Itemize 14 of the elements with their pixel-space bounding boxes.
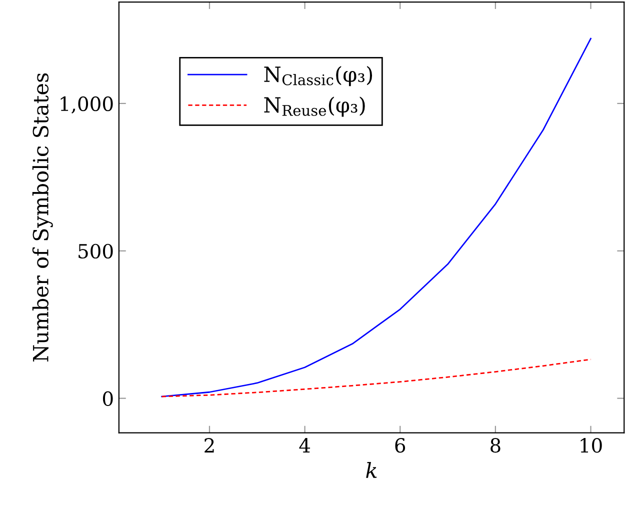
legend-label: N$_{Classic}$(φ₃)	[264, 66, 372, 86]
y-tick-label: 1,000	[60, 96, 113, 114]
line-series	[161, 358, 592, 398]
x-tick-label: 4	[299, 438, 310, 452]
y-tick-label: 0	[102, 391, 113, 406]
line-series	[161, 38, 592, 398]
x-tick-label: 2	[204, 438, 214, 452]
y-tick-label: 500	[78, 244, 113, 259]
x-axis-title: k	[366, 462, 377, 478]
x-tick-label: 6	[395, 438, 406, 453]
legend-label: N$_{Reuse}$(φ₃)	[264, 96, 365, 117]
x-tick-label: 10	[580, 438, 602, 453]
x-tick-label: 8	[490, 438, 500, 453]
y-axis-title: Number of Symbolic States	[32, 73, 53, 362]
